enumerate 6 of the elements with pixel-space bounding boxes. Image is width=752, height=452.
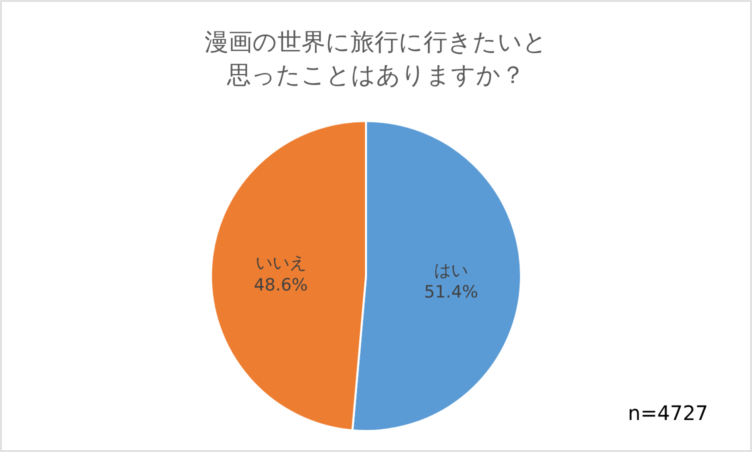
data-label: 51.4% — [424, 282, 478, 303]
slice-label: はい — [434, 260, 468, 281]
text: n=4727 — [628, 401, 708, 425]
data-label: 48.6% — [254, 275, 308, 296]
slice-label: いいえ — [255, 253, 306, 274]
chart-title: 漫画の世界に旅行に行きたいと思ったことはありますか？ — [204, 28, 548, 89]
